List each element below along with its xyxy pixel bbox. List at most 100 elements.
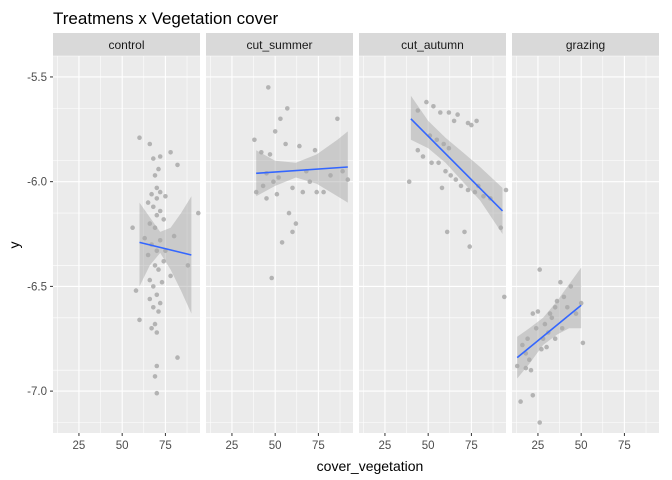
data-point — [559, 326, 565, 331]
data-point — [290, 229, 295, 235]
data-point — [415, 147, 421, 153]
x-axis-title: cover_vegetation — [317, 458, 424, 474]
fit-line — [256, 166, 348, 175]
data-point — [537, 420, 542, 425]
data-point — [503, 187, 509, 193]
data-point — [175, 162, 180, 168]
data-point — [565, 305, 570, 310]
confidence-ribbon — [139, 196, 192, 314]
fit-line — [410, 118, 504, 212]
data-point — [157, 238, 163, 243]
data-point — [558, 279, 563, 285]
data-point — [175, 355, 180, 360]
x-tick-label: 25 — [379, 440, 392, 452]
data-point — [271, 179, 276, 184]
data-point — [259, 150, 264, 155]
data-point — [321, 189, 326, 195]
data-point — [152, 173, 158, 178]
data-point — [472, 189, 478, 195]
data-point — [152, 374, 158, 379]
facet-strip-label: grazing — [566, 38, 605, 52]
data-point — [154, 292, 160, 298]
data-point — [157, 300, 163, 306]
data-point — [345, 177, 351, 182]
y-tick-label: -6.0 — [27, 177, 47, 189]
facet-strip — [512, 33, 659, 56]
data-point — [434, 137, 440, 143]
data-point — [439, 185, 445, 191]
data-point — [264, 196, 269, 201]
y-tick-label: -6.5 — [27, 281, 47, 293]
data-point — [276, 175, 281, 180]
data-point — [424, 99, 429, 105]
fit-line — [139, 241, 192, 256]
data-point — [157, 208, 163, 214]
data-point — [149, 191, 154, 197]
x-tick-label: 25 — [532, 440, 545, 452]
data-point — [260, 183, 266, 189]
data-point — [328, 173, 333, 178]
chart-title: Treatmens x Vegetation cover — [53, 9, 279, 28]
data-point — [438, 110, 443, 115]
data-point — [161, 217, 166, 222]
data-point — [285, 106, 290, 111]
y-axis: -5.5 -6.0 -6.5 -7.0 — [27, 72, 53, 398]
facet-strip-label: cut_autumn — [401, 38, 464, 52]
facet-strip-label: control — [108, 38, 144, 52]
data-point — [525, 336, 530, 342]
data-point — [149, 326, 154, 331]
data-point — [253, 189, 259, 195]
facet-panels: control 25 50 75 cut_summer 25 50 75 cut_autumn 2… — [53, 33, 659, 452]
facet-grazing: grazing 25 50 75 — [512, 33, 659, 452]
data-point — [290, 185, 295, 191]
x-tick-label: 50 — [422, 440, 435, 452]
x-tick-label: 75 — [465, 440, 478, 452]
data-point — [530, 311, 536, 316]
facet-strip-label: cut_summer — [246, 38, 312, 52]
data-point — [137, 317, 142, 323]
data-point — [133, 288, 139, 293]
x-tick-label: 75 — [312, 440, 325, 452]
data-point — [156, 309, 161, 314]
data-point — [415, 108, 421, 113]
data-point — [455, 112, 460, 117]
facet-control: control 25 50 75 — [53, 33, 201, 452]
data-point — [279, 240, 285, 245]
x-tick-label: 75 — [618, 440, 631, 452]
data-point — [161, 259, 166, 264]
data-point — [441, 141, 447, 147]
data-point — [578, 300, 584, 306]
data-point — [528, 367, 534, 373]
data-point — [157, 189, 163, 195]
data-point — [420, 154, 426, 159]
data-point — [147, 141, 153, 147]
data-point — [453, 177, 459, 182]
panel-background — [512, 56, 659, 433]
data-point — [152, 321, 158, 327]
data-point — [145, 252, 151, 258]
data-point — [154, 196, 160, 201]
data-point — [154, 363, 160, 369]
data-point — [436, 160, 441, 166]
data-point — [465, 120, 471, 126]
data-point — [272, 129, 278, 134]
data-point — [147, 296, 153, 302]
y-axis-title: y — [6, 242, 22, 249]
data-point — [458, 183, 464, 189]
data-point — [542, 321, 548, 327]
facet-strip — [206, 33, 353, 56]
y-tick-label: -7.0 — [27, 386, 47, 398]
data-point — [156, 267, 161, 272]
data-point — [467, 244, 473, 249]
data-point — [502, 294, 507, 300]
data-point — [171, 233, 177, 239]
data-point — [252, 137, 257, 143]
confidence-ribbon — [256, 131, 348, 203]
data-point — [156, 166, 161, 172]
data-point — [154, 212, 160, 218]
x-tick-label: 25 — [226, 440, 239, 452]
data-point — [154, 248, 160, 254]
data-point — [523, 365, 529, 371]
